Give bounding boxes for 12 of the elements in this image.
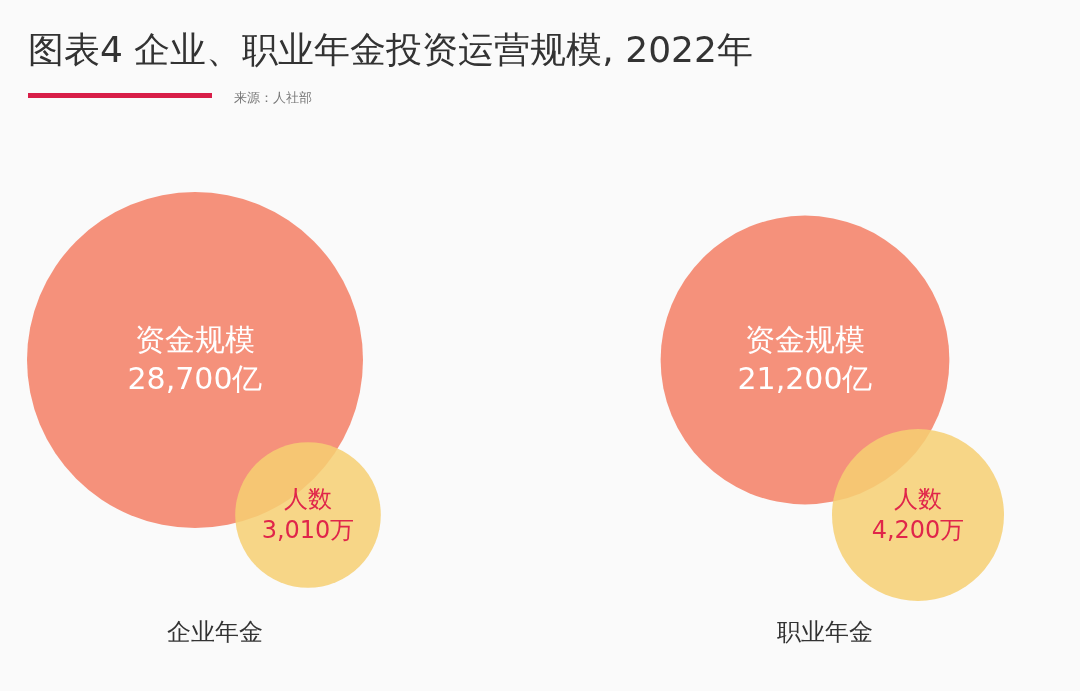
data-label: 4,200万 <box>871 515 965 544</box>
text: 图表4 企业、职业年金投资运营规模, 2022年 <box>28 29 753 70</box>
data-label: 28,700亿 <box>127 360 263 396</box>
source-note: 来源：人社部 <box>234 90 312 105</box>
text: 人数 <box>894 484 942 513</box>
data-label: 3,010万 <box>261 515 355 544</box>
category-label: 职业年金 <box>777 618 873 646</box>
text: 资金规模 <box>135 321 255 357</box>
series-label: 人数 <box>284 484 332 513</box>
category-label: 企业年金 <box>167 618 263 646</box>
data-label: 21,200亿 <box>737 360 873 396</box>
series-label: 资金规模 <box>745 321 865 357</box>
